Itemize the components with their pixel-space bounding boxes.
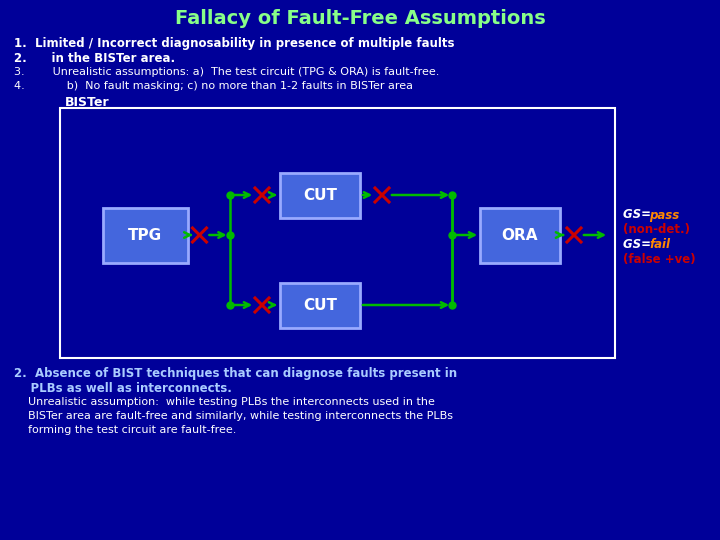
Text: 2.  Absence of BIST techniques that can diagnose faults present in: 2. Absence of BIST techniques that can d… — [14, 368, 457, 381]
Text: ORA: ORA — [502, 227, 539, 242]
Text: forming the test circuit are fault-free.: forming the test circuit are fault-free. — [14, 425, 236, 435]
Text: 3.        Unrealistic assumptions: a)  The test circuit (TPG & ORA) is fault-fre: 3. Unrealistic assumptions: a) The test … — [14, 67, 439, 77]
Text: BISTer: BISTer — [65, 97, 109, 110]
Bar — [102, 207, 187, 262]
Text: TPG: TPG — [128, 227, 162, 242]
Text: 1.  Limited / Incorrect diagnosability in presence of multiple faults: 1. Limited / Incorrect diagnosability in… — [14, 37, 454, 51]
Text: PLBs as well as interconnects.: PLBs as well as interconnects. — [14, 381, 232, 395]
Bar — [280, 172, 360, 218]
Text: BISTer area are fault-free and similarly, while testing interconnects the PLBs: BISTer area are fault-free and similarly… — [14, 411, 453, 421]
Bar — [280, 282, 360, 327]
Text: pass: pass — [649, 208, 679, 221]
Text: GS=: GS= — [623, 239, 655, 252]
Text: (non-det.): (non-det.) — [623, 222, 690, 235]
Bar — [60, 108, 615, 358]
Text: Fallacy of Fault-Free Assumptions: Fallacy of Fault-Free Assumptions — [175, 9, 545, 28]
Text: fail: fail — [649, 239, 670, 252]
Text: CUT: CUT — [303, 298, 337, 313]
Text: 2.      in the BISTer area.: 2. in the BISTer area. — [14, 51, 175, 64]
Text: (false +ve): (false +ve) — [623, 253, 696, 266]
Bar — [480, 207, 560, 262]
Text: CUT: CUT — [303, 187, 337, 202]
Text: 4.            b)  No fault masking; c) no more than 1-2 faults in BISTer area: 4. b) No fault masking; c) no more than … — [14, 81, 413, 91]
Text: Unrealistic assumption:  while testing PLBs the interconnects used in the: Unrealistic assumption: while testing PL… — [14, 397, 435, 407]
Text: GS=: GS= — [623, 208, 655, 221]
